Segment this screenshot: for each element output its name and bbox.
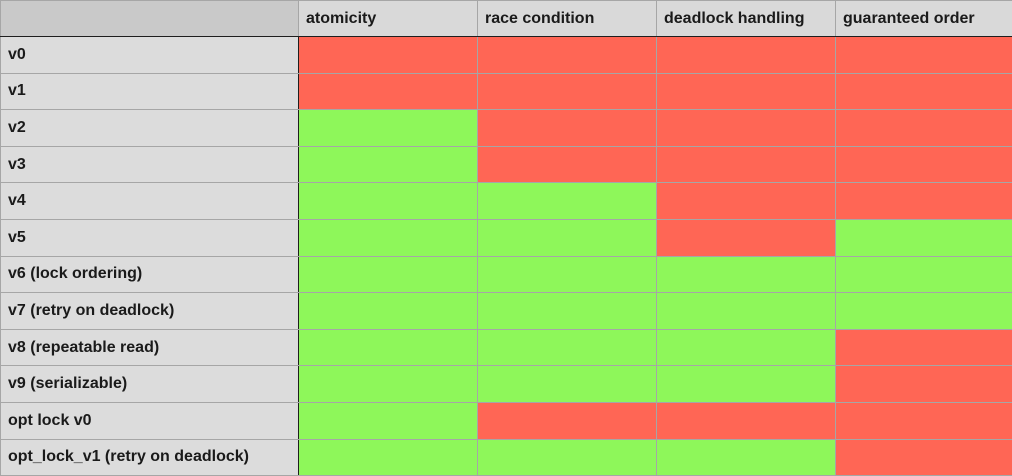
row-header[interactable]: v2 — [1, 110, 299, 147]
header-row-group: atomicity race condition deadlock handli… — [1, 1, 1012, 37]
status-cell[interactable] — [657, 183, 836, 220]
status-cell[interactable] — [299, 256, 478, 293]
row-header[interactable]: v5 — [1, 219, 299, 256]
status-cell[interactable] — [478, 256, 657, 293]
table-row: opt lock v0 — [1, 402, 1012, 439]
status-cell[interactable] — [836, 329, 1012, 366]
status-cell[interactable] — [836, 110, 1012, 147]
status-cell[interactable] — [299, 439, 478, 475]
status-cell[interactable] — [478, 110, 657, 147]
table-row: v6 (lock ordering) — [1, 256, 1012, 293]
row-header[interactable]: v6 (lock ordering) — [1, 256, 299, 293]
row-header[interactable]: v1 — [1, 73, 299, 110]
status-cell[interactable] — [299, 366, 478, 403]
status-cell[interactable] — [657, 110, 836, 147]
body-row-group: v0 v1 v2 v3 v4 — [1, 37, 1012, 476]
status-cell[interactable] — [657, 37, 836, 74]
status-cell[interactable] — [478, 183, 657, 220]
status-cell[interactable] — [478, 329, 657, 366]
table-row: opt_lock_v1 (retry on deadlock) — [1, 439, 1012, 475]
status-cell[interactable] — [836, 366, 1012, 403]
row-header[interactable]: v0 — [1, 37, 299, 74]
row-header[interactable]: v7 (retry on deadlock) — [1, 293, 299, 330]
status-cell[interactable] — [836, 256, 1012, 293]
status-cell[interactable] — [657, 329, 836, 366]
row-header[interactable]: v4 — [1, 183, 299, 220]
table-row: v8 (repeatable read) — [1, 329, 1012, 366]
table-row: v7 (retry on deadlock) — [1, 293, 1012, 330]
status-cell[interactable] — [299, 293, 478, 330]
status-cell[interactable] — [299, 146, 478, 183]
row-header[interactable]: opt lock v0 — [1, 402, 299, 439]
status-cell[interactable] — [836, 183, 1012, 220]
status-cell[interactable] — [478, 293, 657, 330]
row-header[interactable]: v9 (serializable) — [1, 366, 299, 403]
status-cell[interactable] — [657, 439, 836, 475]
status-cell[interactable] — [478, 402, 657, 439]
status-cell[interactable] — [836, 73, 1012, 110]
header-row: atomicity race condition deadlock handli… — [1, 1, 1012, 37]
column-header-guaranteed-order[interactable]: guaranteed order — [836, 1, 1012, 37]
column-header-race-condition[interactable]: race condition — [478, 1, 657, 37]
status-cell[interactable] — [478, 146, 657, 183]
status-cell[interactable] — [478, 73, 657, 110]
status-cell[interactable] — [478, 219, 657, 256]
status-cell[interactable] — [657, 402, 836, 439]
table-row: v5 — [1, 219, 1012, 256]
row-header[interactable]: opt_lock_v1 (retry on deadlock) — [1, 439, 299, 475]
status-cell[interactable] — [299, 329, 478, 366]
table-row: v9 (serializable) — [1, 366, 1012, 403]
row-header[interactable]: v8 (repeatable read) — [1, 329, 299, 366]
table-row: v2 — [1, 110, 1012, 147]
row-header[interactable]: v3 — [1, 146, 299, 183]
table-row: v3 — [1, 146, 1012, 183]
status-cell[interactable] — [478, 37, 657, 74]
status-cell[interactable] — [657, 366, 836, 403]
status-cell[interactable] — [836, 146, 1012, 183]
table-row: v0 — [1, 37, 1012, 74]
status-cell[interactable] — [299, 402, 478, 439]
status-cell[interactable] — [657, 256, 836, 293]
table-row: v4 — [1, 183, 1012, 220]
status-cell[interactable] — [657, 293, 836, 330]
status-cell[interactable] — [836, 439, 1012, 475]
status-cell[interactable] — [836, 402, 1012, 439]
status-cell[interactable] — [478, 439, 657, 475]
column-header-atomicity[interactable]: atomicity — [299, 1, 478, 37]
corner-header-cell[interactable] — [1, 1, 299, 37]
status-cell[interactable] — [299, 110, 478, 147]
status-cell[interactable] — [299, 73, 478, 110]
column-header-deadlock-handling[interactable]: deadlock handling — [657, 1, 836, 37]
status-cell[interactable] — [299, 219, 478, 256]
status-cell[interactable] — [836, 37, 1012, 74]
status-cell[interactable] — [478, 366, 657, 403]
status-cell[interactable] — [299, 183, 478, 220]
status-cell[interactable] — [657, 219, 836, 256]
status-cell[interactable] — [836, 219, 1012, 256]
status-cell[interactable] — [836, 293, 1012, 330]
status-cell[interactable] — [657, 146, 836, 183]
status-cell[interactable] — [657, 73, 836, 110]
status-cell[interactable] — [299, 37, 478, 74]
table-row: v1 — [1, 73, 1012, 110]
